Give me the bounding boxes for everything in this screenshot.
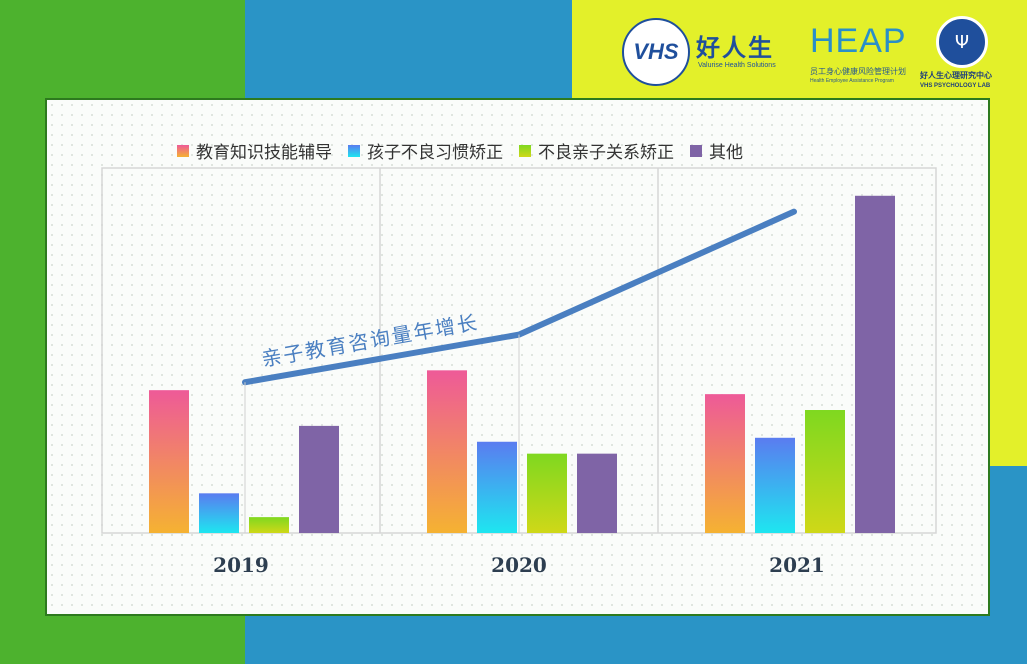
legend-item-4: 其他 — [690, 138, 743, 163]
vhs-brand-name: 好人生 — [696, 34, 774, 62]
bar-2021-1 — [705, 394, 745, 533]
bar-2019-1 — [149, 390, 189, 533]
legend-label-2: 孩子不良习惯矫正 — [367, 143, 503, 163]
bar-2020-4 — [577, 453, 617, 533]
heap-subtitle-en: Health Employee Assistance Program — [810, 78, 894, 84]
heap-subtitle-cn: 员工身心健康风险管理计划 — [810, 67, 906, 76]
bar-2019-3 — [249, 517, 289, 533]
lab-name-en: VHS PSYCHOLOGY LAB — [920, 83, 991, 89]
bar-2019-4 — [299, 425, 339, 533]
bar-2021-2 — [755, 437, 795, 533]
legend-item-2: 孩子不良习惯矫正 — [348, 138, 503, 163]
legend-label-1: 教育知识技能辅导 — [196, 143, 332, 163]
bar-2021-3 — [805, 410, 845, 533]
bar-2020-1 — [427, 370, 467, 533]
background-blue-bottom — [245, 616, 1027, 664]
vhs-tagline: Valurise Health Solutions — [698, 62, 776, 69]
vhs-logo-text: VHS — [633, 39, 679, 64]
bar-2021-4 — [855, 195, 895, 534]
legend-label-3: 不良亲子关系矫正 — [538, 143, 674, 163]
legend-swatch-1 — [177, 144, 189, 157]
x-tick-label: 2020 — [491, 553, 547, 577]
heap-logo: HEAP — [810, 22, 907, 60]
legend-item-1: 教育知识技能辅导 — [177, 138, 332, 163]
bar-2020-3 — [527, 453, 567, 533]
bar-2020-2 — [477, 441, 517, 533]
legend-swatch-2 — [348, 144, 360, 157]
legend-item-3: 不良亲子关系矫正 — [519, 138, 674, 163]
legend-label-4: 其他 — [709, 143, 743, 163]
brand-logos: VHS 好人生 Valurise Health Solutions HEAP 员… — [620, 8, 1020, 96]
x-tick-label: 2019 — [213, 553, 269, 577]
chart-legend: 教育知识技能辅导 孩子不良习惯矫正 不良亲子关系矫正 其他 — [177, 138, 759, 163]
vhs-logo: VHS — [622, 18, 690, 86]
psychology-lab-logo-icon: Ψ — [936, 16, 988, 68]
legend-swatch-3 — [519, 144, 531, 157]
legend-swatch-4 — [690, 144, 702, 157]
background-blue-top — [245, 0, 572, 98]
bar-2019-2 — [199, 493, 239, 533]
lab-name-cn: 好人生心理研究中心 — [920, 71, 992, 80]
x-tick-label: 2021 — [769, 553, 825, 577]
